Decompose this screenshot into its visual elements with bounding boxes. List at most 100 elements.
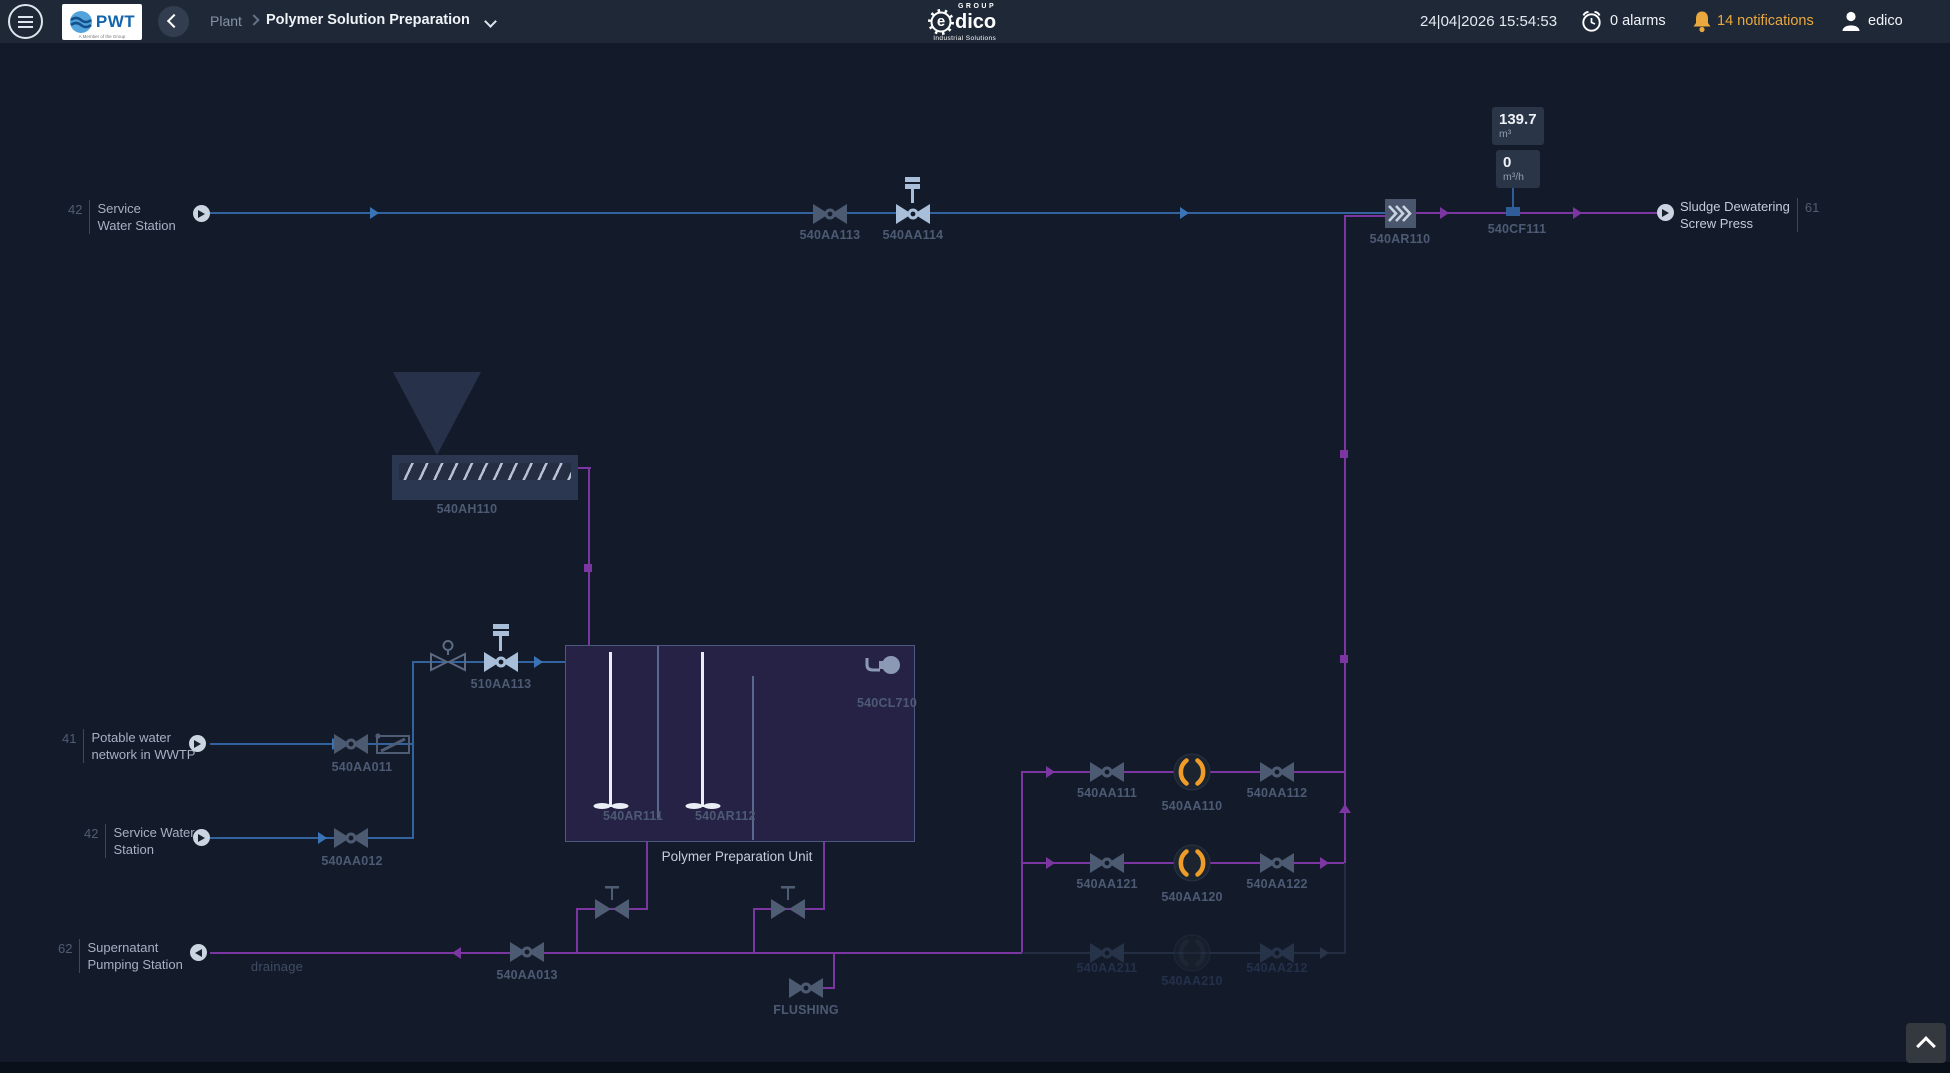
pipe-discharge-riser <box>1344 215 1346 863</box>
equipment-label: 540AH110 <box>436 502 498 516</box>
pipe-to-screw-press <box>1415 212 1660 214</box>
datetime: 24|04|2026 15:54:53 <box>1420 13 1558 30</box>
equipment-label: 540AA212 <box>1246 961 1308 975</box>
valve-540AA122[interactable] <box>1259 852 1295 874</box>
station-service-water-bottom[interactable]: 42 Service Water Station <box>84 824 195 858</box>
equipment-label: 540AR111 <box>603 809 663 823</box>
backflow-preventer-icon <box>373 733 411 755</box>
pipe-hopper-drop <box>588 467 590 647</box>
equipment-label: 540AA011 <box>331 760 393 774</box>
breadcrumb-current[interactable]: Polymer Solution Preparation <box>266 12 470 28</box>
flow-arrow-inactive <box>1320 947 1329 959</box>
station-screw-press[interactable]: Sludge Dewatering Screw Press 61 <box>1680 198 1820 232</box>
valve-540AA121[interactable] <box>1089 852 1125 874</box>
equipment-label: 540AA122 <box>1246 877 1308 891</box>
pipe-node <box>584 564 592 572</box>
flow-arrow <box>1320 857 1329 869</box>
actuator-stem <box>499 636 502 651</box>
valve-540AA111[interactable] <box>1089 761 1125 783</box>
equipment-label: 540AA110 <box>1161 799 1223 813</box>
pump-540AA120[interactable] <box>1173 844 1211 882</box>
drain-valve-icon[interactable] <box>594 886 630 920</box>
alarms-counter[interactable]: 0 alarms <box>1610 13 1666 29</box>
breadcrumb-separator-icon <box>248 14 260 26</box>
actuator-icon <box>493 631 509 636</box>
pipe-potable-water <box>210 743 413 745</box>
polymer-preparation-tank[interactable]: 540AR111 540AR112 540CL710 <box>565 645 917 842</box>
destination-link-icon[interactable] <box>1657 204 1674 221</box>
station-potable-water[interactable]: 41 Potable water network in WWTP <box>62 729 196 763</box>
valve-540AA013[interactable] <box>509 941 545 963</box>
valve-510AA113[interactable] <box>483 651 519 673</box>
level-switch-540CL710-icon[interactable] <box>864 652 900 676</box>
pipe-service-water-top <box>208 212 1386 214</box>
tank-divider <box>752 676 754 840</box>
flow-display[interactable]: 0 m³/h <box>1496 150 1540 189</box>
source-link-icon[interactable] <box>193 829 210 846</box>
equipment-label: 540AR110 <box>1369 232 1431 246</box>
pwt-wordmark: PWT <box>95 12 136 31</box>
hopper-cone[interactable] <box>393 372 481 455</box>
username[interactable]: edico <box>1868 13 1903 29</box>
flow-arrow <box>1046 857 1055 869</box>
drain-valve-icon[interactable] <box>770 886 806 920</box>
station-supernatant[interactable]: 62 Supernatant Pumping Station <box>58 939 183 973</box>
source-link-icon[interactable] <box>193 205 210 222</box>
pipe-drainage-main <box>210 952 1022 954</box>
manual-valve-icon[interactable] <box>428 640 468 672</box>
equipment-label: 540AA112 <box>1246 786 1308 800</box>
chevron-up-icon <box>1916 1036 1936 1056</box>
flushing-label: FLUSHING <box>773 1003 839 1017</box>
flow-meter-tap <box>1506 207 1520 216</box>
pipe-hopper-out <box>577 467 591 469</box>
chevron-down-icon[interactable] <box>484 15 497 28</box>
pump-540AA110[interactable] <box>1173 753 1211 791</box>
valve-540AA011[interactable] <box>333 733 369 755</box>
flow-arrow <box>1046 766 1055 778</box>
static-mixer-540AR110[interactable] <box>1385 199 1416 228</box>
valve-540AA113[interactable] <box>812 203 848 225</box>
screw-feeder-540AH110[interactable] <box>392 455 578 500</box>
bottom-strip <box>0 1062 1950 1073</box>
edico-wordmark: dico <box>955 11 997 33</box>
screw-icon <box>399 463 571 480</box>
equipment-label: 540CF111 <box>1487 222 1547 236</box>
actuator-stem <box>911 189 914 203</box>
equipment-label: 540AA114 <box>882 228 944 242</box>
valve-540AA112[interactable] <box>1259 761 1295 783</box>
flushing-valve[interactable] <box>788 977 824 999</box>
pipe-node <box>1340 655 1348 663</box>
source-link-icon[interactable] <box>189 735 206 752</box>
pipe-feed-riser <box>412 662 414 839</box>
equipment-label: 510AA113 <box>470 677 532 691</box>
pipe-node <box>1340 450 1348 458</box>
valve-540AA012[interactable] <box>333 827 369 849</box>
pipe-tank-drain1-up <box>646 842 648 910</box>
notifications-counter[interactable]: 14 notifications <box>1717 13 1814 29</box>
pwt-logo[interactable]: PWT A Member of the Group <box>62 4 142 40</box>
equipment-label: 540AA210 <box>1161 974 1223 988</box>
user-icon[interactable] <box>1840 10 1862 33</box>
flow-arrow <box>1180 207 1189 219</box>
tank-title: Polymer Preparation Unit <box>661 849 813 864</box>
back-button[interactable] <box>158 6 189 37</box>
station-service-water-top[interactable]: 42 Service Water Station <box>68 200 176 234</box>
alarm-clock-icon[interactable] <box>1580 10 1603 33</box>
actuator-icon <box>905 177 920 182</box>
destination-link-icon[interactable] <box>190 944 207 961</box>
equipment-label: 540AA120 <box>1161 890 1223 904</box>
valve-540AA114[interactable] <box>895 203 931 225</box>
pipe-discharge-elbow <box>1344 215 1388 217</box>
flow-arrow <box>1573 207 1582 219</box>
pump-540AA210[interactable] <box>1173 934 1211 972</box>
breadcrumb-plant[interactable]: Plant <box>210 13 242 29</box>
drainage-label: drainage <box>250 959 304 974</box>
agitator-shaft-540AR111 <box>609 652 612 807</box>
equipment-label: 540AR112 <box>695 809 756 823</box>
bell-icon[interactable] <box>1691 10 1713 34</box>
scroll-up-button[interactable] <box>1906 1023 1946 1063</box>
flow-meter-line <box>1512 186 1514 208</box>
menu-icon[interactable] <box>8 4 43 39</box>
actuator-icon <box>905 184 920 189</box>
tank-volume-display[interactable]: 139.7 m³ <box>1492 107 1544 146</box>
